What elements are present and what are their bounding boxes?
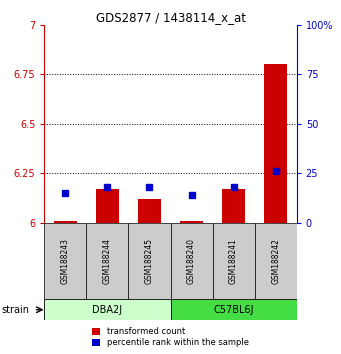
Bar xyxy=(44,299,170,320)
Bar xyxy=(255,223,297,299)
Text: GSM188243: GSM188243 xyxy=(61,238,70,284)
Bar xyxy=(212,223,255,299)
Bar xyxy=(170,223,212,299)
Title: GDS2877 / 1438114_x_at: GDS2877 / 1438114_x_at xyxy=(95,11,246,24)
Bar xyxy=(44,223,86,299)
Bar xyxy=(264,64,287,223)
Text: strain: strain xyxy=(2,305,30,315)
Bar xyxy=(54,221,77,223)
Text: GSM188242: GSM188242 xyxy=(271,238,280,284)
Bar xyxy=(170,299,297,320)
Text: C57BL6J: C57BL6J xyxy=(213,305,254,315)
Text: GSM188244: GSM188244 xyxy=(103,238,112,284)
Text: GSM188245: GSM188245 xyxy=(145,238,154,284)
Bar xyxy=(96,189,119,223)
Bar xyxy=(138,199,161,223)
Bar xyxy=(129,223,170,299)
Text: DBA2J: DBA2J xyxy=(92,305,122,315)
Bar xyxy=(180,221,203,223)
Bar xyxy=(86,223,129,299)
Legend: transformed count, percentile rank within the sample: transformed count, percentile rank withi… xyxy=(92,327,249,347)
Text: GSM188241: GSM188241 xyxy=(229,238,238,284)
Text: GSM188240: GSM188240 xyxy=(187,238,196,284)
Bar xyxy=(222,189,245,223)
